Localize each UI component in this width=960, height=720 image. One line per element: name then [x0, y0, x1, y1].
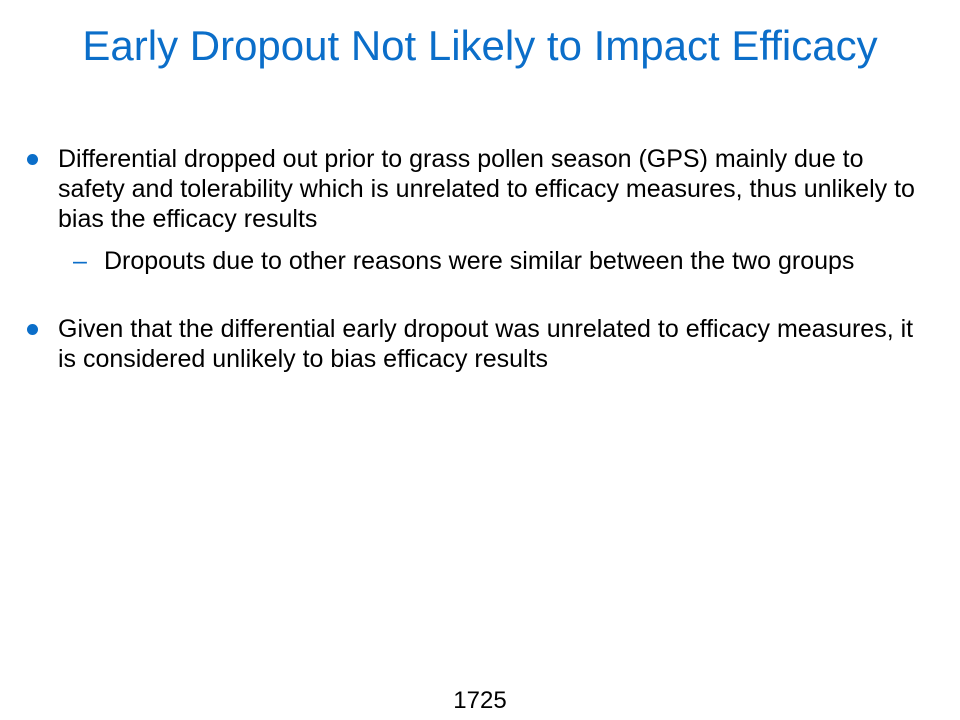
sub-bullet-text-1: Dropouts due to other reasons were simil…: [104, 247, 855, 275]
page-number: 1725: [453, 687, 507, 714]
bullet-item-1: Differential dropped out prior to grass …: [24, 144, 924, 234]
sub-bullet-item-1: – Dropouts due to other reasons were sim…: [24, 246, 924, 276]
bullet-dot-icon: [27, 324, 38, 335]
bullet-text-2: Given that the differential early dropou…: [58, 315, 914, 373]
bullet-item-2: Given that the differential early dropou…: [24, 314, 924, 374]
bullet-text-1: Differential dropped out prior to grass …: [58, 145, 915, 233]
dash-icon: –: [73, 247, 87, 275]
slide-title: Early Dropout Not Likely to Impact Effic…: [82, 22, 878, 69]
bullet-dot-icon: [27, 154, 38, 165]
slide-content: Differential dropped out prior to grass …: [24, 144, 924, 374]
bullet-spacer: [24, 276, 924, 314]
